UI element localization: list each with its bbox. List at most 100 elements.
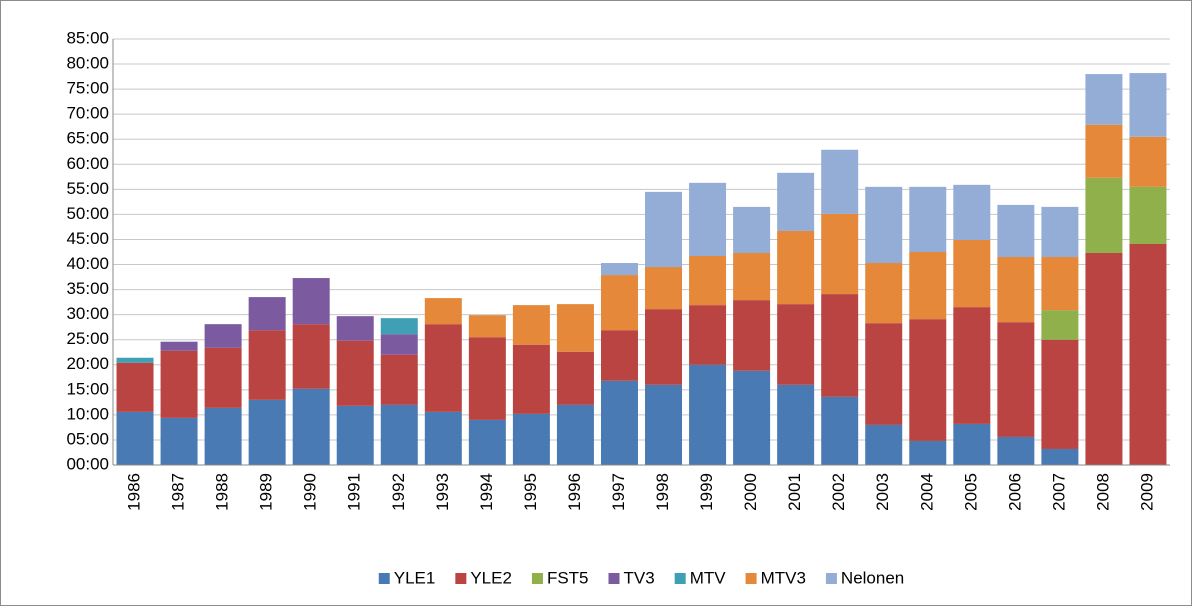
bar-segment (777, 384, 815, 465)
bar-segment (424, 411, 462, 465)
x-tick-label: 1996 (565, 473, 584, 511)
bar-segment (160, 341, 198, 351)
x-tick-label: 2003 (873, 473, 892, 511)
bar-segment (600, 275, 638, 331)
legend-swatch (455, 573, 467, 584)
legend-label: YLE1 (394, 568, 436, 587)
x-tick-label: 1988 (213, 473, 232, 511)
y-tick-label: 10:00 (66, 404, 109, 423)
bar-segment (733, 370, 771, 465)
bar-segment (248, 297, 286, 331)
bar-segment (160, 350, 198, 418)
bar-segment (512, 413, 550, 465)
x-tick-label: 1999 (697, 473, 716, 511)
bar-segment (1041, 339, 1079, 449)
bar-segment (1129, 186, 1167, 244)
bar-segment (1041, 448, 1079, 465)
bar-segment (292, 388, 330, 465)
x-tick-label: 2008 (1093, 473, 1112, 511)
bar-segment (777, 230, 815, 305)
bar-segment (645, 309, 683, 385)
x-tick-label: 1987 (169, 473, 188, 511)
y-tick-label: 05:00 (66, 429, 109, 448)
bar-segment (1085, 74, 1123, 125)
y-tick-label: 60:00 (66, 154, 109, 173)
bar-segment (865, 263, 903, 324)
bar-segment (645, 384, 683, 465)
y-tick-label: 75:00 (66, 79, 109, 98)
legend-swatch (674, 573, 686, 584)
x-tick-label: 1994 (477, 473, 496, 511)
bar-segment (116, 357, 154, 363)
x-tick-label: 1998 (653, 473, 672, 511)
legend-label: TV3 (624, 568, 655, 587)
bar-segment (380, 334, 418, 355)
bar-segment (248, 399, 286, 465)
bar-segment (733, 300, 771, 371)
legend-label: MTV3 (761, 568, 806, 587)
bar-segment (1041, 257, 1079, 311)
bar-segment (600, 380, 638, 465)
bar-segment (336, 316, 374, 341)
x-tick-label: 1995 (521, 473, 540, 511)
y-tick-label: 70:00 (66, 104, 109, 123)
bar-segment (556, 351, 594, 405)
bar-segment (997, 257, 1035, 323)
y-tick-label: 20:00 (66, 354, 109, 373)
legend-label: Nelonen (841, 568, 904, 587)
y-tick-label: 45:00 (66, 229, 109, 248)
bar-segment (821, 294, 859, 397)
bar-segment (909, 440, 947, 465)
bar-segment (821, 149, 859, 214)
bar-segment (468, 419, 506, 465)
bar-segment (689, 256, 727, 306)
legend-swatch (531, 573, 543, 584)
bar-segment (556, 304, 594, 352)
bar-segment (336, 405, 374, 465)
y-tick-label: 85:00 (66, 28, 109, 47)
bar-segment (600, 263, 638, 276)
x-tick-label: 2009 (1137, 473, 1156, 511)
x-tick-label: 2006 (1005, 473, 1024, 511)
bar-segment (1129, 243, 1167, 465)
bar-segment (689, 305, 727, 365)
y-tick-label: 30:00 (66, 304, 109, 323)
legend-swatch (825, 573, 837, 584)
bar-segment (821, 396, 859, 465)
bar-segment (204, 407, 242, 465)
x-tick-label: 1993 (433, 473, 452, 511)
y-tick-label: 35:00 (66, 279, 109, 298)
bar-segment (1129, 136, 1167, 187)
bar-segment (248, 330, 286, 400)
bar-segment (424, 298, 462, 325)
x-tick-label: 1997 (609, 473, 628, 511)
bar-segment (733, 206, 771, 254)
y-tick-label: 25:00 (66, 329, 109, 348)
bar-segment (953, 239, 991, 308)
bar-segment (1129, 73, 1167, 137)
bar-segment (292, 278, 330, 325)
legend-swatch (745, 573, 757, 584)
bar-segment (1041, 310, 1079, 340)
bar-segment (1085, 177, 1123, 254)
bar-segment (733, 253, 771, 301)
legend-swatch (608, 573, 620, 584)
bar-segment (689, 182, 727, 257)
bar-segment (953, 423, 991, 465)
bar-segment (204, 347, 242, 408)
bar-segment (777, 172, 815, 231)
bar-segment (468, 337, 506, 420)
bar-segment (160, 417, 198, 465)
bar-segment (645, 191, 683, 268)
y-tick-label: 00:00 (66, 454, 109, 473)
x-tick-label: 2001 (785, 473, 804, 511)
bar-segment (953, 184, 991, 240)
x-tick-label: 1989 (257, 473, 276, 511)
legend-swatch (378, 573, 390, 584)
bar-segment (116, 362, 154, 412)
y-tick-label: 55:00 (66, 179, 109, 198)
bar-segment (512, 305, 550, 345)
bar-segment (556, 404, 594, 465)
bar-segment (689, 364, 727, 465)
